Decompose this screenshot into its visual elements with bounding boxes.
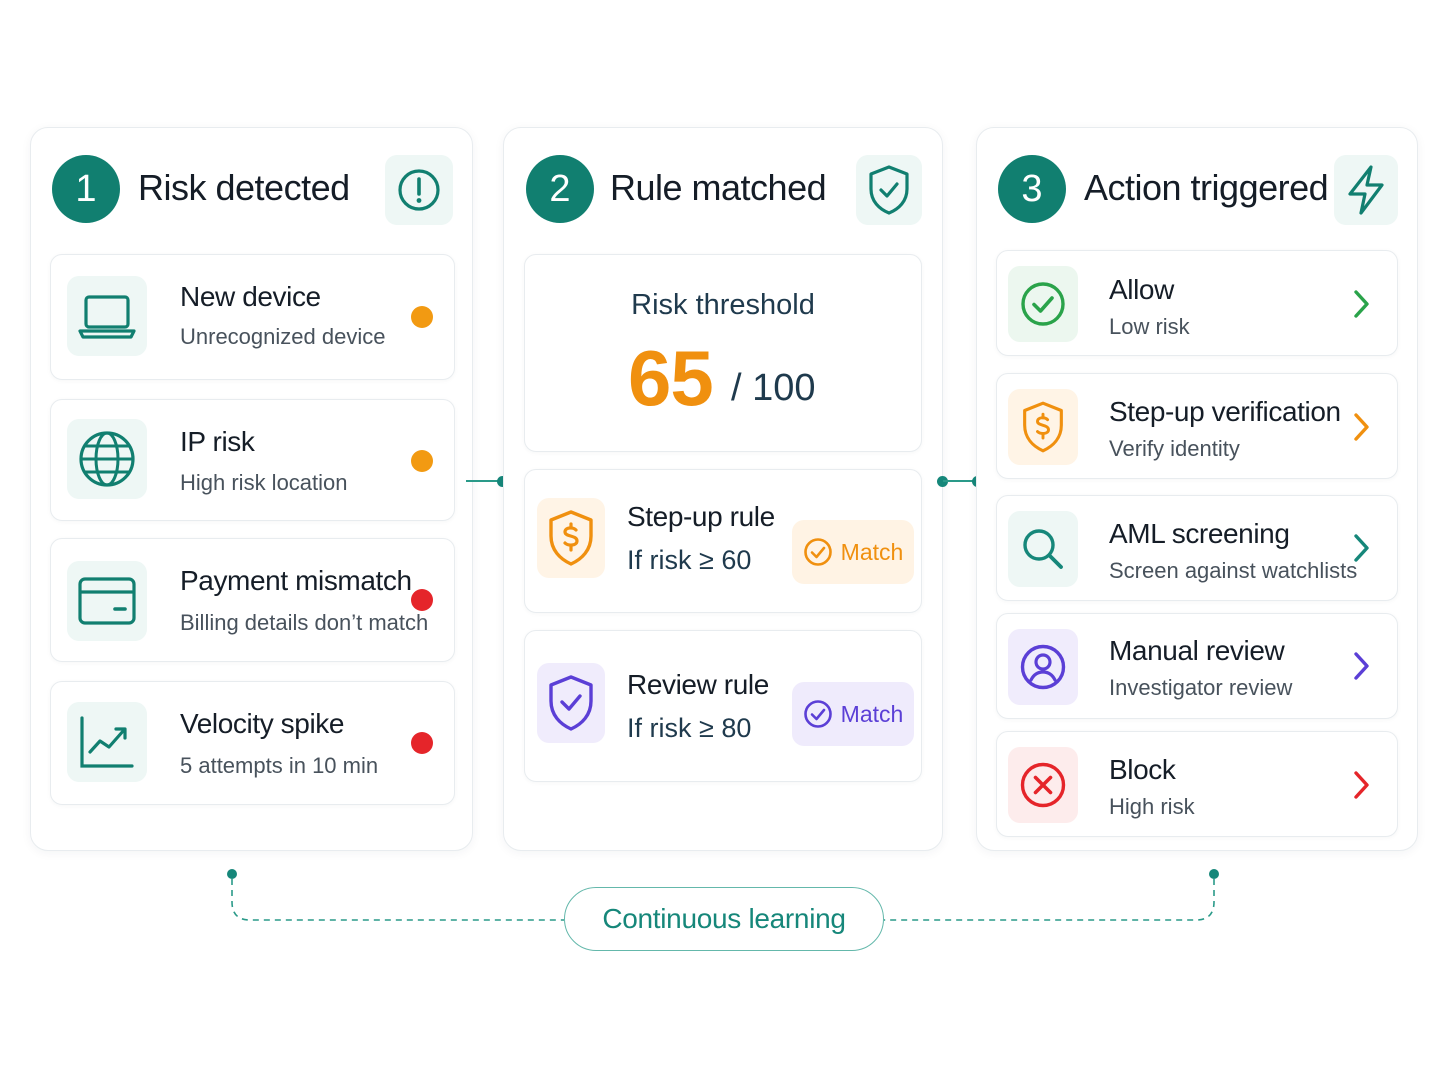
rule-condition: If risk ≥ 80 xyxy=(627,713,752,743)
signal-title: New device xyxy=(180,281,321,312)
action-card-aml-screening[interactable]: AML screening Screen against watchlists xyxy=(996,495,1398,601)
globe-icon xyxy=(67,419,147,499)
lightning-icon xyxy=(1334,155,1398,225)
alert-circle-icon xyxy=(385,155,453,225)
rule-card-step-up[interactable]: Step-up rule If risk ≥ 60 Match xyxy=(524,469,922,613)
severity-dot xyxy=(411,732,433,754)
risk-threshold-card: Risk threshold 65 / 100 xyxy=(524,254,922,452)
chevron-right-icon[interactable] xyxy=(1345,528,1377,568)
connector-dot xyxy=(497,476,508,487)
signal-subtitle: Unrecognized device xyxy=(180,324,386,349)
continuous-learning-label: Continuous learning xyxy=(564,887,884,951)
signal-card-ip-risk[interactable]: IP risk High risk location xyxy=(50,399,455,521)
action-card-manual-review[interactable]: Manual review Investigator review xyxy=(996,613,1398,719)
shield-check-icon xyxy=(537,663,605,743)
connector-line xyxy=(466,480,502,482)
chevron-right-icon[interactable] xyxy=(1345,646,1377,686)
action-card-step-up-verification[interactable]: Step-up verification Verify identity xyxy=(996,373,1398,479)
check-circle-icon xyxy=(803,538,832,566)
loop-dot-right xyxy=(1209,869,1219,879)
threshold-value: 65 xyxy=(628,334,714,422)
rule-title: Step-up rule xyxy=(627,501,775,532)
action-title: AML screening xyxy=(1109,518,1290,549)
step-number: 3 xyxy=(998,155,1066,223)
shield-dollar-icon xyxy=(1008,389,1078,465)
chevron-right-icon[interactable] xyxy=(1345,284,1377,324)
loop-dot-left xyxy=(227,869,237,879)
match-label: Match xyxy=(840,538,904,565)
shield-dollar-icon xyxy=(537,498,605,578)
x-circle-icon xyxy=(1008,747,1078,823)
threshold-max: / 100 xyxy=(731,367,816,409)
chevron-right-icon[interactable] xyxy=(1345,407,1377,447)
check-circle-icon xyxy=(1008,266,1078,342)
loop-line-right xyxy=(884,879,1215,921)
severity-dot xyxy=(411,306,433,328)
signal-subtitle: Billing details don’t match xyxy=(180,610,429,635)
search-icon xyxy=(1008,511,1078,587)
step-number: 2 xyxy=(526,155,594,223)
action-title: Allow xyxy=(1109,274,1174,305)
panel-header: 3 Action triggered xyxy=(998,155,1398,225)
credit-card-icon xyxy=(67,561,147,641)
laptop-icon xyxy=(67,276,147,356)
chevron-right-icon[interactable] xyxy=(1345,765,1377,805)
trend-up-icon xyxy=(67,702,147,782)
signal-title: Velocity spike xyxy=(180,708,345,739)
connector-dot xyxy=(937,476,948,487)
panel-header: 2 Rule matched xyxy=(526,155,922,225)
rule-matched-panel: 2 Rule matched Risk threshold 65 / 100 S… xyxy=(503,127,943,851)
action-title: Step-up verification xyxy=(1109,396,1341,427)
action-card-allow[interactable]: Allow Low risk xyxy=(996,250,1398,356)
user-circle-icon xyxy=(1008,629,1078,705)
severity-dot xyxy=(411,589,433,611)
signal-subtitle: High risk location xyxy=(180,470,348,495)
connector-line xyxy=(943,480,979,482)
threshold-label: Risk threshold xyxy=(631,289,815,321)
panel-header: 1 Risk detected xyxy=(52,155,453,225)
shield-check-icon xyxy=(856,155,922,225)
severity-dot xyxy=(411,450,433,472)
signal-title: IP risk xyxy=(180,426,255,457)
panel-title: Action triggered xyxy=(1084,167,1329,208)
action-subtitle: Low risk xyxy=(1109,314,1190,339)
action-subtitle: Screen against watchlists xyxy=(1109,558,1358,583)
action-title: Block xyxy=(1109,754,1176,785)
signal-card-velocity-spike[interactable]: Velocity spike 5 attempts in 10 min xyxy=(50,681,455,805)
action-title: Manual review xyxy=(1109,635,1285,666)
panel-title: Rule matched xyxy=(610,167,827,208)
action-subtitle: Investigator review xyxy=(1109,675,1293,700)
rule-title: Review rule xyxy=(627,669,769,700)
signal-title: Payment mismatch xyxy=(180,565,412,596)
match-badge: Match xyxy=(792,520,914,584)
signal-card-payment-mismatch[interactable]: Payment mismatch Billing details don’t m… xyxy=(50,538,455,662)
signal-card-new-device[interactable]: New device Unrecognized device xyxy=(50,254,455,380)
match-badge: Match xyxy=(792,682,914,746)
rule-card-review[interactable]: Review rule If risk ≥ 80 Match xyxy=(524,630,922,782)
rule-condition: If risk ≥ 60 xyxy=(627,545,752,575)
action-subtitle: High risk xyxy=(1109,794,1195,819)
loop-line-left xyxy=(231,879,564,921)
signal-subtitle: 5 attempts in 10 min xyxy=(180,753,379,778)
action-card-block[interactable]: Block High risk xyxy=(996,731,1398,837)
action-subtitle: Verify identity xyxy=(1109,436,1240,461)
risk-detected-panel: 1 Risk detected New device Unrecognized … xyxy=(30,127,473,851)
step-number: 1 xyxy=(52,155,120,223)
match-label: Match xyxy=(840,700,904,727)
panel-title: Risk detected xyxy=(138,167,350,208)
action-triggered-panel: 3 Action triggered Allow Low risk Step-u… xyxy=(976,127,1418,851)
check-circle-icon xyxy=(803,700,832,728)
